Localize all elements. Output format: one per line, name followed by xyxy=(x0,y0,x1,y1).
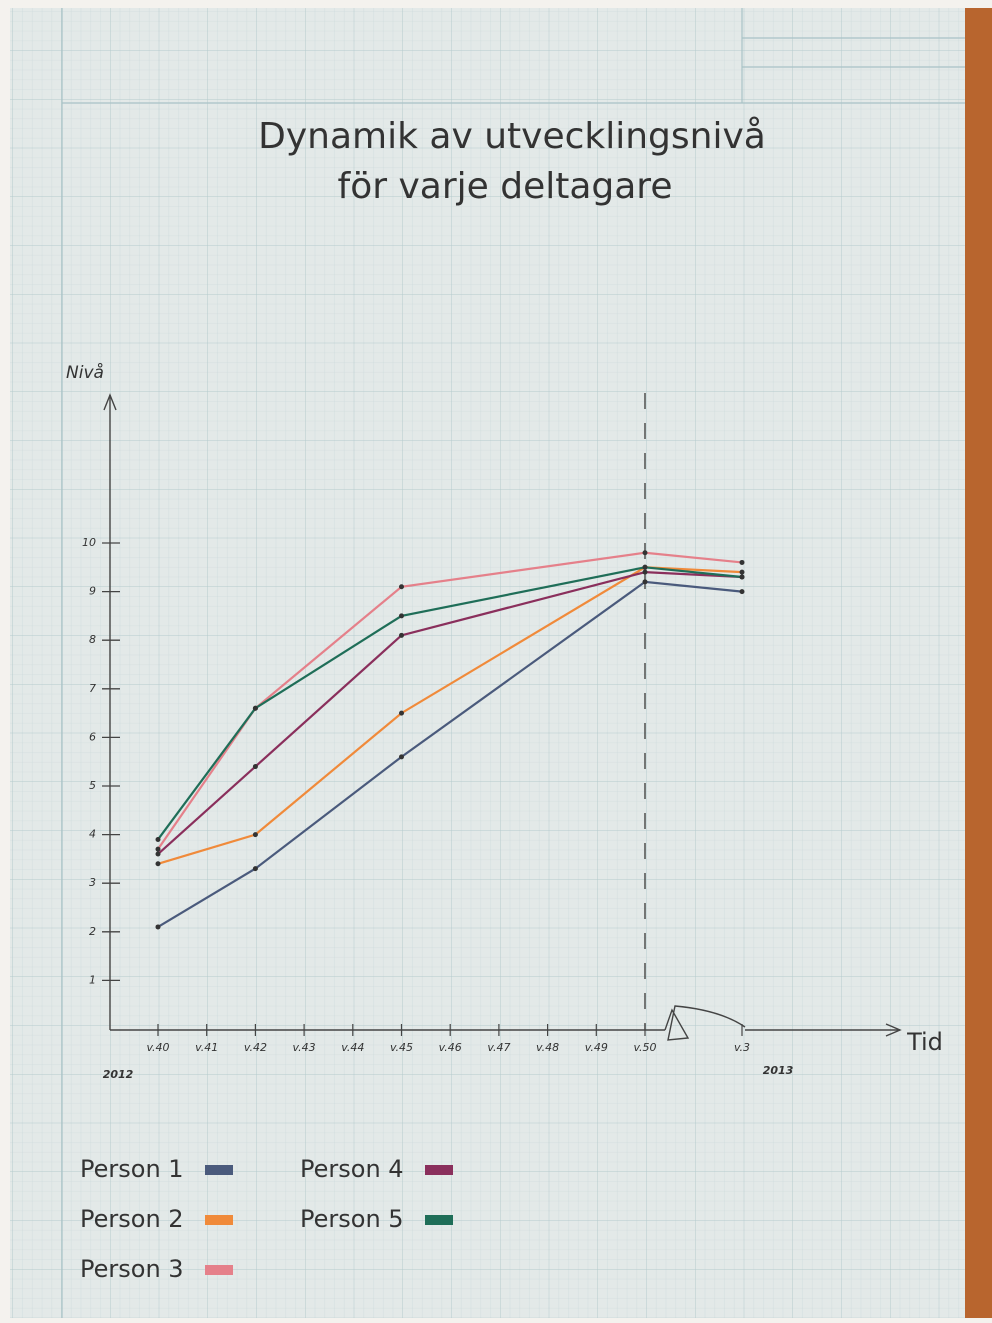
data-point xyxy=(740,575,745,580)
x-tick-label: v.48 xyxy=(536,1041,559,1054)
data-point xyxy=(156,837,161,842)
legend-label: Person 3 xyxy=(80,1255,184,1283)
x-tick-label: v.42 xyxy=(244,1041,267,1054)
x-tick-label: v.46 xyxy=(439,1041,462,1054)
chart: Dynamik av utvecklingsnivå för varje del… xyxy=(0,0,992,1323)
x-tick-label: v.41 xyxy=(195,1041,218,1054)
data-point xyxy=(156,852,161,857)
y-tick-label: 1 xyxy=(89,973,96,986)
x-tick-label: v.44 xyxy=(341,1041,364,1054)
x-tick-label: v.43 xyxy=(293,1041,316,1054)
data-point xyxy=(643,565,648,570)
data-point xyxy=(399,711,404,716)
y-tick-label: 7 xyxy=(89,682,96,695)
legend-swatch xyxy=(425,1215,453,1225)
legend-label: Person 2 xyxy=(80,1205,184,1233)
chart-title: Dynamik av utvecklingsnivå xyxy=(258,116,766,157)
x-axis-label: Tid xyxy=(906,1028,943,1056)
data-point xyxy=(156,847,161,852)
y-tick-label: 4 xyxy=(89,828,96,841)
data-point xyxy=(643,579,648,584)
legend-swatch xyxy=(425,1165,453,1175)
x-tick-label: v.40 xyxy=(146,1041,169,1054)
y-tick-label: 6 xyxy=(89,730,96,743)
data-point xyxy=(156,924,161,929)
data-point xyxy=(740,589,745,594)
data-point xyxy=(253,832,258,837)
data-point xyxy=(740,570,745,575)
y-tick-label: 2 xyxy=(89,925,96,938)
data-point xyxy=(643,550,648,555)
data-point xyxy=(253,866,258,871)
year-label: 2013 xyxy=(763,1064,794,1077)
y-tick-label: 8 xyxy=(89,633,96,646)
data-point xyxy=(399,613,404,618)
legend-label: Person 1 xyxy=(80,1155,184,1183)
x-tick-label: v.47 xyxy=(487,1041,510,1054)
page: Dynamik av utvecklingsnivå för varje del… xyxy=(0,0,992,1323)
y-tick-label: 9 xyxy=(89,585,96,598)
y-tick-label: 3 xyxy=(89,876,96,889)
chart-title: för varje deltagare xyxy=(338,166,673,207)
legend-swatch xyxy=(205,1215,233,1225)
y-tick-label: 10 xyxy=(82,536,96,549)
data-point xyxy=(643,570,648,575)
data-point xyxy=(156,861,161,866)
legend-swatch xyxy=(205,1165,233,1175)
legend-label: Person 5 xyxy=(300,1205,404,1233)
legend-label: Person 4 xyxy=(300,1155,404,1183)
data-point xyxy=(399,584,404,589)
x-tick-label: v.45 xyxy=(390,1041,413,1054)
data-point xyxy=(399,754,404,759)
year-label: 2012 xyxy=(103,1068,134,1081)
legend-swatch xyxy=(205,1265,233,1275)
data-point xyxy=(399,633,404,638)
table-edge xyxy=(962,8,992,1318)
x-tick-label: v.49 xyxy=(585,1041,608,1054)
data-point xyxy=(253,706,258,711)
data-point xyxy=(740,560,745,565)
x-tick-label: v.3 xyxy=(734,1041,750,1054)
y-axis-label: Nivå xyxy=(66,362,104,383)
x-tick-label: v.50 xyxy=(633,1041,656,1054)
y-tick-label: 5 xyxy=(89,779,96,792)
data-point xyxy=(253,764,258,769)
